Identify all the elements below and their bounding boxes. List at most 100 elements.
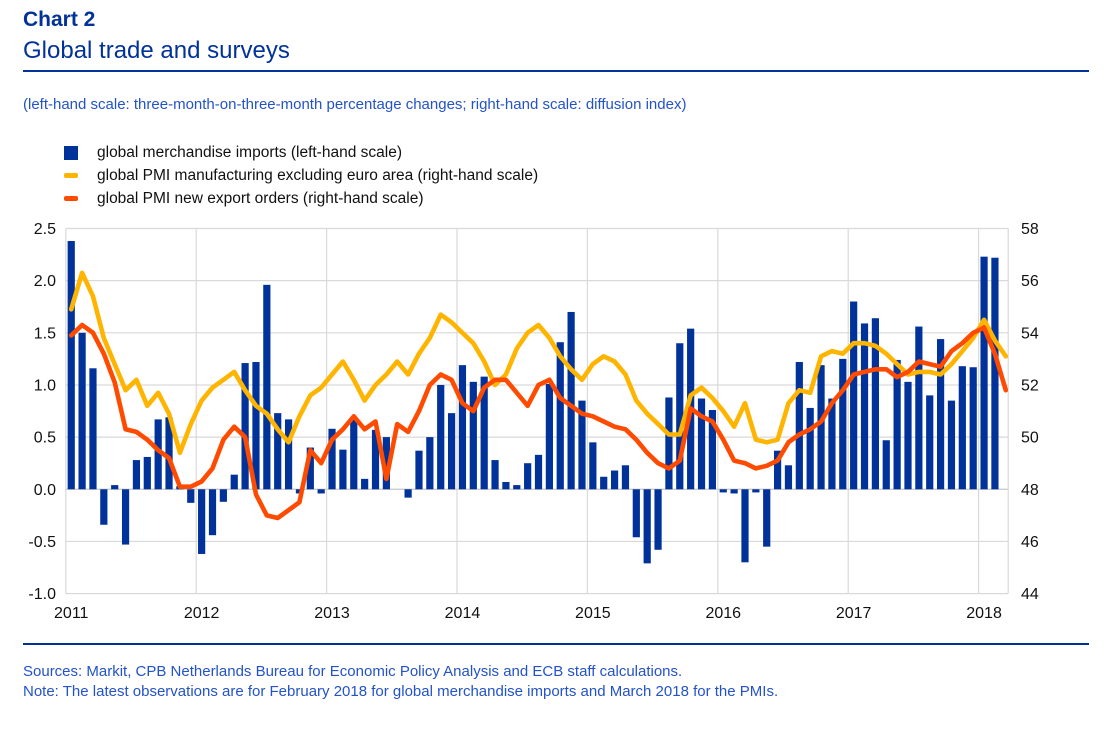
right-axis-tick: 48: [1021, 482, 1039, 499]
bar: [371, 429, 380, 490]
bar: [578, 400, 586, 490]
legend-item-imports: global merchandise imports (left-hand sc…: [64, 141, 538, 164]
bar: [730, 489, 738, 494]
bar: [513, 485, 521, 490]
bar: [632, 489, 640, 538]
left-axis-tick: 2.5: [34, 221, 56, 238]
bar: [502, 481, 510, 490]
bar: [524, 463, 532, 490]
bar: [219, 489, 227, 502]
bar: [969, 367, 977, 490]
bar: [850, 301, 858, 490]
bar: [556, 342, 564, 490]
bar: [198, 489, 206, 554]
bar: [817, 365, 825, 490]
bar: [567, 311, 575, 490]
bar: [361, 478, 369, 490]
left-axis-tick: 1.0: [34, 377, 56, 394]
bar: [404, 489, 412, 498]
bar: [111, 485, 119, 490]
bar: [828, 398, 836, 490]
left-axis-tick: 0.0: [34, 482, 56, 499]
bar: [600, 476, 608, 490]
legend-item-pmi-manufacturing: global PMI manufacturing excluding euro …: [64, 164, 538, 187]
bar: [480, 376, 488, 490]
x-axis-year-label: 2012: [184, 605, 220, 622]
bars-global-merchandise-imports: [67, 241, 999, 564]
bar: [263, 284, 271, 490]
x-axis-year-label: 2014: [445, 605, 481, 622]
x-axis-year-label: 2017: [836, 605, 872, 622]
bar: [676, 343, 684, 490]
bar: [284, 419, 293, 490]
bar: [795, 362, 803, 490]
right-axis-tick: 50: [1021, 430, 1039, 447]
right-axis-tick: 52: [1021, 377, 1039, 394]
bar: [904, 381, 912, 490]
right-axis-tick: 54: [1021, 325, 1039, 342]
bar: [143, 456, 151, 490]
note-text: Note: The latest observations are for Fe…: [23, 683, 779, 700]
bar: [610, 470, 619, 490]
bar: [589, 442, 597, 490]
left-axis-tick: 1.5: [34, 325, 56, 342]
bar: [208, 489, 217, 536]
bar: [78, 332, 86, 490]
bar: [741, 489, 749, 563]
bar: [752, 489, 760, 493]
bar: [806, 407, 814, 490]
bar: [458, 365, 467, 490]
bar: [165, 417, 173, 490]
bar: [534, 454, 543, 490]
x-axis-year-label: 2011: [54, 605, 89, 622]
x-axis-year-label: 2015: [575, 605, 611, 622]
bar: [947, 400, 956, 490]
bar: [491, 460, 499, 490]
page-title: Global trade and surveys: [23, 37, 290, 64]
bar: [447, 413, 456, 490]
bar: [991, 257, 999, 490]
bar: [958, 366, 966, 490]
x-axis-year-label: 2013: [314, 605, 350, 622]
left-axis-tick: -0.5: [28, 534, 56, 551]
legend-label-pmi-export-orders: global PMI new export orders (right-hand…: [97, 189, 424, 207]
bar: [437, 384, 445, 490]
bar: [621, 465, 630, 490]
bar: [882, 440, 890, 490]
left-axis-tick: 0.5: [34, 430, 56, 447]
bar: [121, 489, 130, 545]
bar: [67, 241, 75, 490]
bar: [697, 398, 706, 490]
bar: [926, 395, 934, 490]
bar: [469, 381, 477, 490]
legend-label-imports: global merchandise imports (left-hand sc…: [97, 143, 402, 161]
title-divider: [23, 70, 1089, 72]
right-axis-tick: 56: [1021, 273, 1039, 290]
bar: [382, 437, 390, 490]
bar: [763, 489, 771, 547]
bar: [100, 489, 108, 525]
bar: [89, 368, 97, 490]
bar: [643, 489, 651, 564]
bar: [154, 419, 162, 490]
bar: [784, 465, 793, 490]
bar: [339, 449, 347, 490]
bar: [936, 339, 945, 490]
bar: [187, 489, 195, 503]
left-axis-tick: 2.0: [34, 273, 56, 290]
bar: [252, 362, 260, 490]
bar: [654, 489, 662, 550]
legend-swatch-imports-icon: [64, 145, 78, 160]
legend-swatch-pmi-manufacturing-icon: [64, 173, 78, 178]
bar: [317, 489, 325, 494]
bar: [306, 447, 314, 490]
bar: [415, 450, 423, 490]
chart-number: Chart 2: [23, 8, 96, 31]
line-global-PMI-manufacturing-excluding-euro-area: [68, 270, 1009, 456]
left-axis-tick: -1.0: [28, 586, 56, 603]
bar: [893, 359, 901, 490]
bar: [665, 397, 673, 490]
bar: [230, 474, 238, 490]
